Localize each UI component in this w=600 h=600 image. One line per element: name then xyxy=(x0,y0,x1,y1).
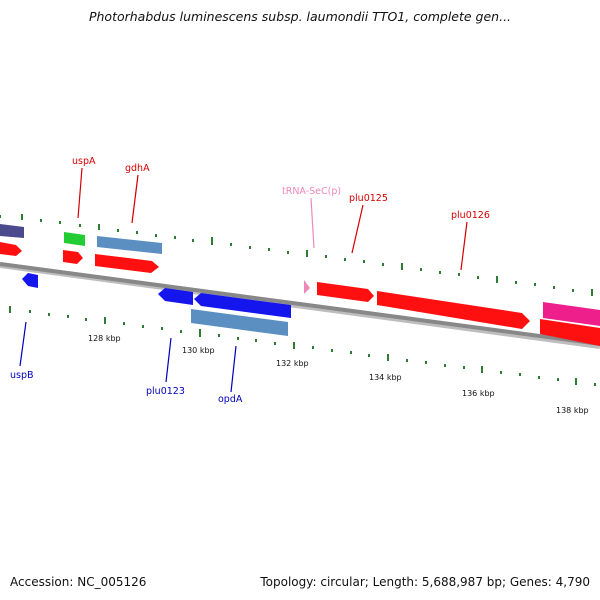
gene-feature-red-gdhA[interactable] xyxy=(95,254,159,273)
gene-feature-red-left[interactable] xyxy=(0,242,22,256)
accession-info: Accession: NC_005126 xyxy=(10,575,147,589)
scale-label-138: 138 kbp xyxy=(556,406,589,415)
scale-label-134: 134 kbp xyxy=(369,373,402,382)
gene-feature-steelblue-lower[interactable] xyxy=(191,309,288,336)
gene-label-plu0123[interactable]: plu0123 xyxy=(146,386,185,397)
map-title: Photorhabdus luminescens subsp. laumondi… xyxy=(88,9,512,24)
gene-label-opdA[interactable]: opdA xyxy=(218,394,243,405)
gene-plu0123[interactable] xyxy=(158,288,193,305)
genome-backbone xyxy=(0,262,600,346)
gene-label-plu0125[interactable]: plu0125 xyxy=(349,193,388,204)
leader-opdA xyxy=(230,345,237,393)
lower-ticks xyxy=(9,306,596,386)
gene-gdhA[interactable] xyxy=(97,236,162,254)
topology-info: Topology: circular; Length: 5,688,987 bp… xyxy=(260,575,590,589)
gene-label-uspA[interactable]: uspA xyxy=(72,156,96,167)
scale-label-136: 136 kbp xyxy=(462,389,495,398)
gene-feature-indigo[interactable] xyxy=(0,224,24,238)
gene-label-trna-sec[interactable]: tRNA-SeC(p) xyxy=(282,186,341,197)
scale-label-128: 128 kbp xyxy=(88,334,121,343)
leader-plu0125 xyxy=(351,204,364,254)
gene-opdA[interactable] xyxy=(194,293,291,318)
gene-plu0125[interactable] xyxy=(317,282,374,302)
gene-label-gdhA[interactable]: gdhA xyxy=(125,163,150,174)
leader-trna xyxy=(310,197,315,249)
leader-uspA xyxy=(77,167,83,219)
gene-uspB[interactable] xyxy=(22,273,38,288)
leader-gdhA xyxy=(131,174,139,224)
leader-plu0126 xyxy=(460,221,468,271)
gene-plu0126[interactable] xyxy=(377,291,530,329)
gene-trna-sec[interactable] xyxy=(304,280,310,294)
gene-label-plu0126[interactable]: plu0126 xyxy=(451,210,490,221)
gene-label-uspB[interactable]: uspB xyxy=(10,370,34,381)
scale-label-132: 132 kbp xyxy=(276,359,309,368)
upper-ticks xyxy=(0,214,593,296)
gene-feature-red-uspA[interactable] xyxy=(63,250,83,264)
leader-uspB xyxy=(19,321,27,367)
gene-feature-pink[interactable] xyxy=(543,302,600,326)
leader-plu0123 xyxy=(165,337,172,383)
gene-feature-red-right[interactable] xyxy=(540,319,600,346)
scale-label-130: 130 kbp xyxy=(182,346,215,355)
gene-uspA[interactable] xyxy=(64,232,85,246)
